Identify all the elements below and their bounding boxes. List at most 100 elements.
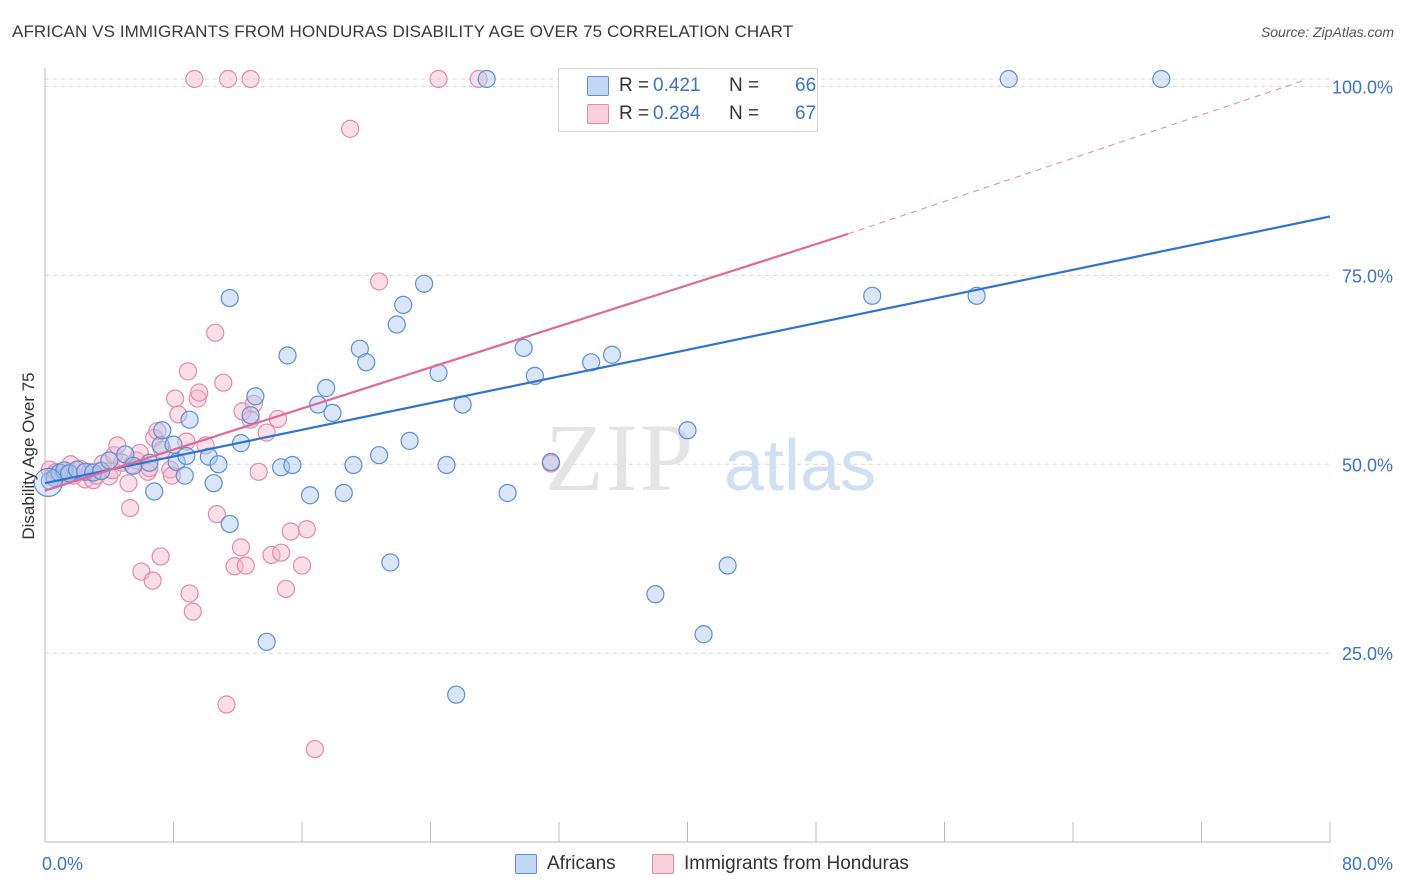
africans-point	[209, 455, 228, 474]
honduras-point	[207, 505, 226, 524]
chart-title: AFRICAN VS IMMIGRANTS FROM HONDURAS DISA…	[12, 22, 794, 41]
r-label: R =	[619, 75, 650, 96]
africans-legend-swatch	[515, 854, 537, 874]
legend-item-honduras: Immigrants from Honduras	[652, 852, 909, 876]
y-axis-label: Disability Age Over 75	[19, 372, 38, 539]
africans-legend-label: Africans	[547, 853, 616, 874]
honduras-point	[231, 538, 251, 557]
x-tick-label: 0.0%	[42, 854, 83, 874]
africans-point	[414, 274, 434, 293]
honduras-point	[236, 556, 255, 575]
honduras-point	[305, 739, 324, 759]
africans-points	[33, 69, 1171, 704]
honduras-point	[297, 520, 316, 539]
honduras-point	[217, 695, 236, 714]
africans-point	[370, 446, 389, 465]
africans-point	[175, 466, 194, 485]
y-tick-label: 100.0%	[1332, 78, 1393, 98]
tick-labels: 25.0% 50.0% 75.0% 100.0% 0.0% 80.0%	[42, 78, 1393, 874]
honduras-point	[249, 462, 268, 481]
watermark-atlas: atlas	[724, 426, 876, 506]
honduras-legend-swatch	[652, 854, 674, 874]
africans-point	[437, 455, 456, 475]
africans-point	[100, 451, 119, 470]
axes	[44, 68, 1331, 843]
africans-point	[323, 403, 342, 423]
africans-point	[241, 406, 260, 425]
africans-point	[308, 395, 328, 414]
africans-point	[863, 286, 882, 305]
africans-point	[300, 486, 320, 505]
africans-point	[344, 455, 363, 475]
honduras-trend-extension	[847, 79, 1307, 235]
honduras-point	[180, 584, 199, 603]
africans-point	[514, 338, 533, 358]
honduras-point	[119, 474, 138, 493]
honduras-point	[206, 323, 225, 342]
honduras-point	[241, 69, 260, 89]
africans-point	[646, 585, 665, 604]
r-label: R =	[619, 103, 650, 124]
africans-point	[387, 315, 406, 334]
y-tick-label: 25.0%	[1342, 644, 1393, 664]
africans-point	[357, 353, 376, 372]
africans-point	[602, 345, 622, 364]
africans-swatch	[587, 76, 609, 96]
source-label: Source: ZipAtlas.com	[1260, 24, 1394, 40]
africans-point	[999, 69, 1018, 89]
honduras-point	[178, 362, 198, 381]
stats-legend: R = 0.421 N = 66 R = 0.284 N = 67	[558, 68, 818, 132]
africans-point	[204, 474, 223, 493]
n-value: 67	[795, 103, 817, 124]
africans-trend-line	[44, 215, 1331, 485]
r-value: 0.421	[653, 75, 701, 96]
honduras-point	[143, 571, 162, 590]
honduras-point	[292, 556, 312, 575]
honduras-point	[214, 373, 233, 392]
honduras-point	[121, 498, 140, 518]
africans-point	[145, 482, 164, 501]
y-tick-label: 50.0%	[1342, 455, 1393, 475]
honduras-point	[190, 383, 209, 402]
africans-point	[316, 378, 336, 398]
africans-point	[272, 458, 291, 477]
africans-point	[334, 483, 353, 503]
honduras-point	[244, 394, 263, 413]
honduras-point	[276, 579, 296, 599]
honduras-swatch	[587, 104, 609, 124]
africans-point	[447, 685, 466, 704]
honduras-point	[272, 543, 291, 562]
honduras-point	[169, 405, 188, 424]
africans-point	[477, 69, 496, 89]
honduras-point	[185, 69, 204, 89]
n-label: N =	[729, 103, 760, 124]
africans-point	[400, 431, 419, 450]
honduras-legend-label: Immigrants from Honduras	[684, 853, 909, 874]
honduras-point	[140, 458, 159, 478]
africans-point	[394, 295, 413, 314]
africans-point	[678, 421, 697, 440]
africans-point	[541, 452, 561, 472]
honduras-point	[148, 421, 167, 441]
africans-point	[498, 483, 517, 503]
honduras-points	[40, 69, 561, 759]
watermark-zip: ZIP	[545, 404, 695, 511]
honduras-point	[370, 272, 389, 291]
honduras-point	[166, 389, 185, 408]
africans-point	[220, 514, 239, 534]
trend-lines	[44, 79, 1331, 492]
africans-point	[718, 556, 737, 575]
africans-point	[381, 553, 400, 572]
africans-point	[283, 455, 302, 475]
africans-point	[278, 346, 297, 365]
legend-item-africans: Africans	[515, 852, 616, 876]
honduras-trend-line	[44, 232, 849, 492]
honduras-point	[341, 119, 360, 138]
honduras-point	[188, 389, 207, 408]
africans-point	[220, 288, 239, 308]
honduras-point	[151, 547, 170, 566]
watermark: ZIP atlas	[545, 404, 876, 511]
x-tick-label: 80.0%	[1342, 854, 1393, 874]
africans-point	[246, 387, 265, 406]
